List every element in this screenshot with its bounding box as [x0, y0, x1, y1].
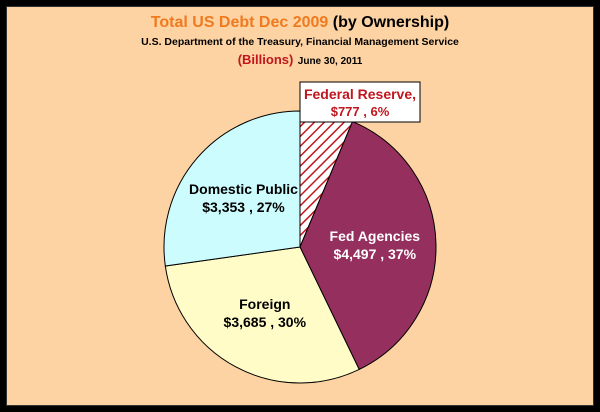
slice-label-federal-reserve: Federal Reserve,: [304, 86, 416, 102]
slice-value-domestic-public: $3,353 , 27%: [202, 199, 285, 215]
date-label: June 30, 2011: [297, 56, 363, 67]
slice-value-fed-agencies: $4,497 , 37%: [334, 246, 417, 262]
pie-slice-domestic-public: [163, 110, 301, 267]
chart-subtitle: U.S. Department of the Treasury, Financi…: [141, 36, 459, 48]
callout-box-federal-reserve: [299, 81, 421, 123]
slice-label-domestic-public: Domestic Public: [189, 181, 298, 197]
chart-title: Total US Debt Dec 2009 (by Ownership): [150, 14, 450, 31]
slice-value-foreign: $3,685 , 30%: [224, 314, 307, 330]
chart-units: (Billions) June 30, 2011: [0, 51, 600, 69]
slice-label-fed-agencies: Fed Agencies: [330, 228, 421, 244]
slice-label-foreign: Foreign: [239, 296, 290, 312]
pie-slice-fed-agencies: [299, 120, 437, 371]
pie-slice-foreign: [164, 246, 360, 384]
units-label: (Billions): [237, 52, 294, 67]
slice-value-federal-reserve: $777 , 6%: [331, 104, 390, 119]
